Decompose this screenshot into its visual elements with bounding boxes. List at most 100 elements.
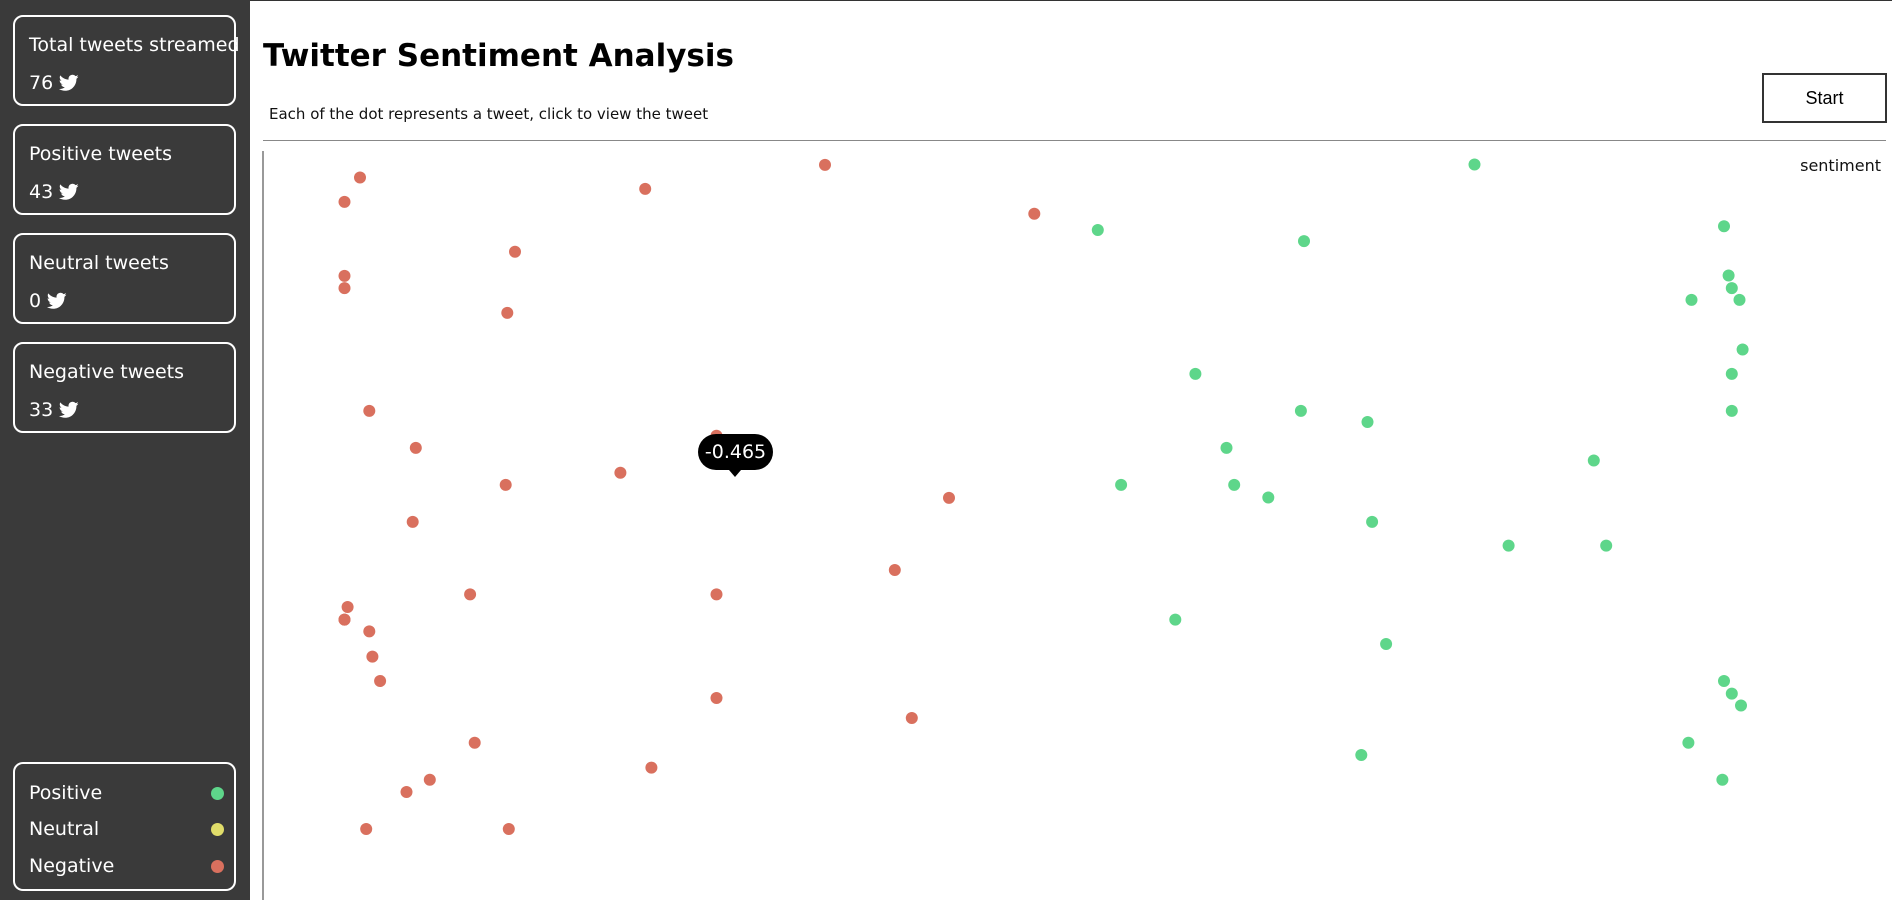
stat-value-negative: 33 <box>29 399 54 421</box>
tweet-point-negative[interactable] <box>645 761 658 774</box>
tweet-point-negative[interactable] <box>943 491 955 504</box>
tweet-point-positive[interactable] <box>1725 404 1738 417</box>
sentiment-scatter-chart <box>262 151 1749 900</box>
legend-label-neutral: Neutral <box>29 818 100 840</box>
chart-legend: Positive Neutral Negative <box>13 762 236 891</box>
tweet-point-negative[interactable] <box>400 786 413 798</box>
tweet-point-negative[interactable] <box>338 269 351 282</box>
tweet-point-negative[interactable] <box>614 466 627 479</box>
y-axis-label: sentiment <box>1800 156 1881 175</box>
scatter-points <box>338 158 1749 835</box>
stat-value-positive: 43 <box>29 181 54 203</box>
tweet-point-negative[interactable] <box>819 158 831 171</box>
tweet-point-positive[interactable] <box>1294 404 1307 417</box>
tweet-point-negative[interactable] <box>905 712 918 724</box>
legend-dot-positive <box>211 786 224 800</box>
tweet-point-negative[interactable] <box>354 171 366 184</box>
tweet-point-negative[interactable] <box>501 306 514 319</box>
tweet-point-positive[interactable] <box>1169 613 1182 626</box>
legend-dot-neutral <box>211 822 224 836</box>
legend-item-negative: Negative <box>29 851 224 881</box>
twitter-bird-icon <box>59 74 79 91</box>
tweet-point-negative[interactable] <box>406 515 419 528</box>
tweet-point-negative[interactable] <box>338 195 351 208</box>
tweet-point-negative[interactable] <box>409 441 422 454</box>
stat-label-total: Total tweets streamed <box>29 34 240 56</box>
tweet-point-positive[interactable] <box>1380 638 1393 650</box>
tweet-point-negative[interactable] <box>468 736 481 749</box>
tweet-point-negative[interactable] <box>360 823 373 835</box>
tweet-point-positive[interactable] <box>1189 367 1202 380</box>
tweet-point-positive[interactable] <box>1685 293 1698 306</box>
tweet-point-positive[interactable] <box>1733 293 1746 306</box>
legend-label-negative: Negative <box>29 855 115 877</box>
tweet-point-negative[interactable] <box>710 588 723 601</box>
tweet-point-positive[interactable] <box>1220 441 1233 454</box>
sidebar: Total tweets streamed 76 Positive tweets… <box>0 0 250 900</box>
tweet-point-positive[interactable] <box>1682 736 1695 749</box>
tweet-point-negative[interactable] <box>499 478 512 491</box>
twitter-bird-icon <box>47 292 67 309</box>
tweet-point-positive[interactable] <box>1725 687 1738 700</box>
tweet-point-positive[interactable] <box>1718 675 1730 687</box>
stat-card-negative: Negative tweets 33 <box>13 342 236 433</box>
tweet-point-positive[interactable] <box>1228 478 1241 491</box>
stat-value-total-row: 76 <box>29 72 79 94</box>
start-button[interactable]: Start <box>1762 73 1887 123</box>
tweet-point-positive[interactable] <box>1600 539 1613 552</box>
tweet-point-positive[interactable] <box>1298 235 1310 248</box>
stat-label-negative: Negative tweets <box>29 361 185 383</box>
tweet-point-negative[interactable] <box>374 675 387 687</box>
tweet-point-positive[interactable] <box>1725 367 1738 380</box>
tweet-point-positive[interactable] <box>1468 158 1481 171</box>
twitter-bird-icon <box>59 401 79 418</box>
stat-value-neutral: 0 <box>29 290 42 312</box>
stat-value-positive-row: 43 <box>29 181 79 203</box>
legend-item-neutral: Neutral <box>29 814 224 844</box>
page-title: Twitter Sentiment Analysis <box>263 38 734 74</box>
tweet-point-negative[interactable] <box>1028 207 1041 220</box>
tweet-point-negative[interactable] <box>464 588 477 601</box>
stat-card-total: Total tweets streamed 76 <box>13 15 240 106</box>
tweet-point-positive[interactable] <box>1735 699 1747 712</box>
tweet-point-positive[interactable] <box>1115 478 1128 491</box>
stat-value-total: 76 <box>29 72 54 94</box>
tweet-point-negative[interactable] <box>363 625 376 638</box>
tweet-point-positive[interactable] <box>1587 454 1600 467</box>
legend-item-positive: Positive <box>29 778 224 808</box>
tweet-point-positive[interactable] <box>1361 416 1374 428</box>
stat-label-positive: Positive tweets <box>29 143 173 165</box>
twitter-bird-icon <box>59 183 79 200</box>
legend-label-positive: Positive <box>29 782 103 804</box>
top-border <box>250 0 1892 1</box>
tweet-point-positive[interactable] <box>1716 773 1729 786</box>
tweet-point-negative[interactable] <box>509 245 521 258</box>
tweet-point-positive[interactable] <box>1736 343 1749 356</box>
tweet-point-positive[interactable] <box>1366 515 1379 528</box>
stat-value-neutral-row: 0 <box>29 290 67 312</box>
tweet-point-positive[interactable] <box>1355 749 1368 761</box>
tweet-point-negative[interactable] <box>502 823 515 835</box>
stat-card-neutral: Neutral tweets 0 <box>13 233 236 324</box>
tweet-point-positive[interactable] <box>1262 491 1275 504</box>
stat-label-neutral: Neutral tweets <box>29 252 169 274</box>
tweet-point-negative[interactable] <box>710 692 723 704</box>
stat-card-positive: Positive tweets 43 <box>13 124 236 215</box>
tweet-point-negative[interactable] <box>366 650 379 663</box>
tweet-point-negative[interactable] <box>341 601 354 613</box>
tweet-point-positive[interactable] <box>1091 224 1104 236</box>
tweet-point-negative[interactable] <box>888 564 901 576</box>
point-tooltip: -0.465 <box>698 434 773 477</box>
tweet-point-negative[interactable] <box>338 613 351 626</box>
tweet-point-negative[interactable] <box>338 282 351 295</box>
stat-value-negative-row: 33 <box>29 399 79 421</box>
tweet-point-positive[interactable] <box>1722 269 1735 282</box>
header-divider <box>263 140 1886 141</box>
tweet-point-negative[interactable] <box>423 773 436 786</box>
tweet-point-positive[interactable] <box>1502 539 1515 552</box>
legend-dot-negative <box>211 859 224 873</box>
tweet-point-negative[interactable] <box>639 182 652 195</box>
tweet-point-positive[interactable] <box>1718 220 1730 233</box>
tweet-point-negative[interactable] <box>363 404 376 417</box>
tweet-point-positive[interactable] <box>1725 282 1738 295</box>
